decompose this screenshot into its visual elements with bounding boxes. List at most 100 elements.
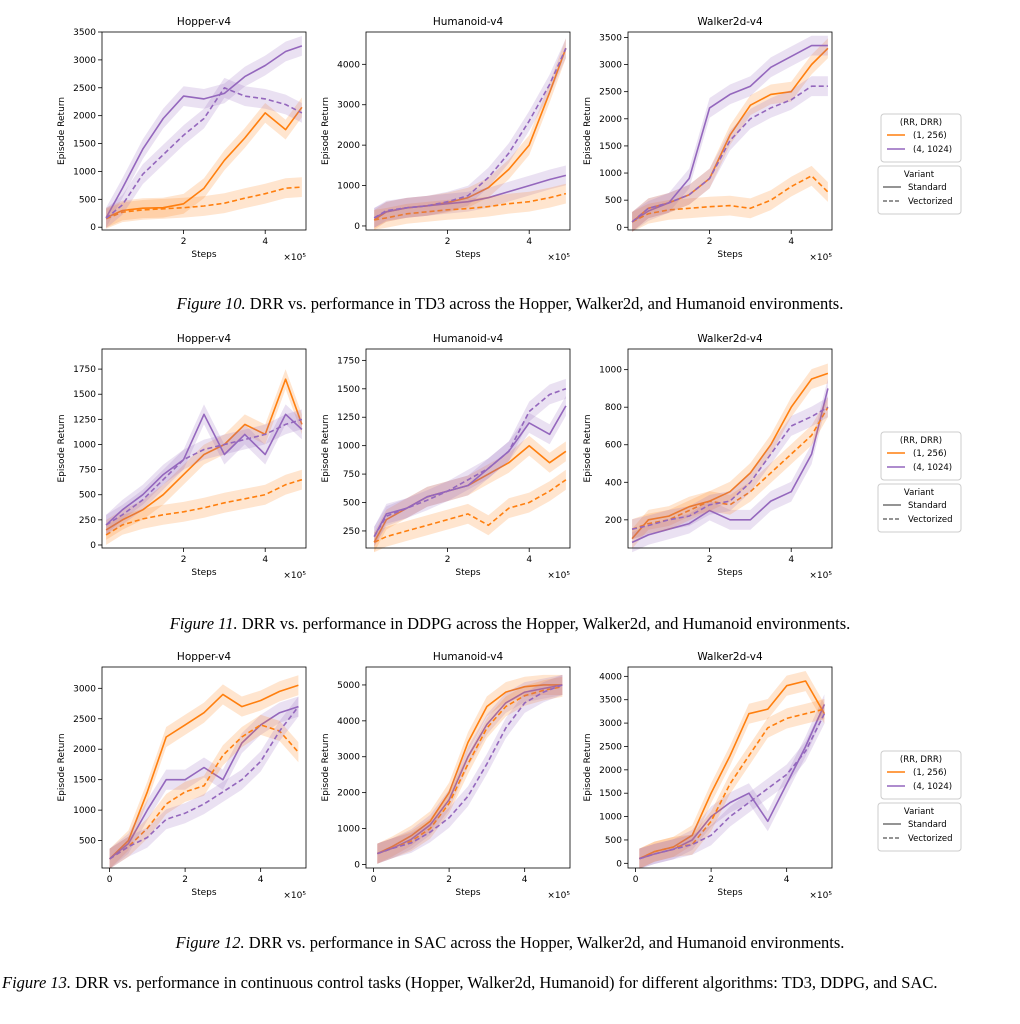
legend-title: Variant: [904, 807, 935, 817]
x-offset-label: ×10⁵: [547, 891, 570, 901]
y-axis-label: Episode Return: [321, 414, 331, 482]
series-line: [109, 684, 299, 860]
y-tick-label: 3500: [599, 33, 622, 43]
x-offset-label: ×10⁵: [283, 571, 306, 581]
series-line: [109, 705, 299, 860]
x-tick-label: 2: [181, 237, 187, 247]
legend-label: Standard: [908, 501, 947, 511]
series-line: [377, 684, 563, 855]
confidence-band: [374, 435, 566, 553]
y-tick-label: 200: [605, 516, 622, 526]
legend-title: Variant: [904, 170, 935, 180]
y-tick-label: 3000: [73, 56, 96, 66]
x-axis-label: Steps: [717, 250, 742, 260]
y-tick-label: 3000: [73, 684, 96, 694]
series-line: [105, 478, 303, 536]
plot-frame: [365, 348, 571, 549]
y-axis-label: Episode Return: [57, 733, 67, 801]
y-tick-label: 4000: [337, 60, 360, 70]
y-tick-label: 2000: [599, 766, 622, 776]
plot-frame: [101, 348, 307, 549]
x-axis-label: Steps: [455, 888, 480, 898]
chart-title: Humanoid-v4: [433, 651, 504, 663]
legend-box: [877, 802, 962, 852]
x-tick-label: 2: [707, 237, 713, 247]
x-tick-label: 2: [181, 555, 187, 565]
confidence-band: [374, 395, 566, 547]
y-tick-label: 3000: [337, 101, 360, 111]
y-tick-label: 1000: [337, 825, 360, 835]
confidence-band: [109, 696, 299, 869]
legend-title: (RR, DRR): [900, 755, 942, 765]
caption-label: Figure 13.: [2, 973, 72, 992]
confidence-band: [374, 469, 566, 553]
confidence-band: [109, 696, 299, 869]
series-line: [373, 479, 567, 544]
confidence-band: [106, 404, 302, 535]
legend-label: Standard: [908, 820, 947, 830]
confidence-band: [377, 674, 563, 864]
y-tick-label: 1000: [337, 182, 360, 192]
y-tick-label: 500: [343, 499, 360, 509]
y-tick-label: 750: [79, 466, 96, 476]
series-line: [373, 47, 567, 219]
series-line: [105, 186, 302, 220]
chart-panel: 0 2 4 0 500 1000 1500 2000 2500 3000 3500 4000 Walke…: [583, 651, 833, 901]
chart-title: Walker2d-v4: [697, 16, 763, 28]
plot-frame: [627, 31, 833, 231]
series-line: [376, 684, 563, 855]
x-offset-label: ×10⁵: [547, 253, 570, 263]
x-axis-label: Steps: [455, 250, 480, 260]
confidence-band: [639, 671, 825, 869]
confidence-band: [632, 363, 828, 549]
confidence-band: [377, 674, 563, 864]
chart-panel: 0 2 4 500 1000 1500 2000 2500 3000 Hopper-v4 Steps…: [57, 651, 307, 901]
y-tick-label: 2500: [599, 88, 622, 98]
chart-panel: 2 4 0 1000 2000 3000 4000 Humanoid-v4 Steps ×10⁵ E…: [321, 16, 571, 263]
y-tick-label: 500: [605, 196, 622, 206]
x-tick-label: 4: [788, 237, 794, 247]
x-axis-label: Steps: [455, 568, 480, 578]
y-tick-label: 4000: [337, 717, 360, 727]
legend: (RR, DRR) (1, 256) (4, 1024) Variant Standar…: [877, 113, 962, 215]
caption-text: DRR vs. performance in TD3 across the Ho…: [245, 294, 844, 313]
caption-text: DRR vs. performance in SAC across the Ho…: [244, 933, 845, 952]
legend-title: Variant: [904, 488, 935, 498]
caption-label: Figure 12.: [175, 933, 245, 952]
confidence-band: [106, 409, 302, 535]
y-tick-label: 4000: [599, 672, 622, 682]
x-offset-label: ×10⁵: [283, 891, 306, 901]
y-tick-label: 2000: [599, 115, 622, 125]
caption-label: Figure 11.: [169, 614, 238, 633]
y-tick-label: 0: [354, 860, 360, 870]
x-offset-label: ×10⁵: [809, 571, 832, 581]
confidence-band: [106, 177, 302, 229]
plot-frame: [627, 348, 833, 549]
confidence-band: [632, 76, 828, 232]
x-tick-label: 2: [182, 875, 188, 885]
y-tick-label: 1500: [599, 789, 622, 799]
legend-box: [880, 113, 962, 163]
legend-label: (4, 1024): [913, 145, 952, 155]
x-axis-label: Steps: [717, 568, 742, 578]
x-tick-label: 2: [446, 875, 452, 885]
legend-label: (1, 256): [913, 131, 947, 141]
y-tick-label: 2500: [73, 84, 96, 94]
y-tick-label: 1000: [73, 440, 96, 450]
x-axis-label: Steps: [191, 568, 216, 578]
chart-panel: 0 2 4 0 1000 2000 3000 4000 5000 Humanoid-v4 Steps…: [321, 651, 571, 901]
x-tick-label: 0: [107, 875, 113, 885]
series-line: [105, 106, 303, 219]
series-line: [631, 372, 829, 540]
y-tick-label: 0: [90, 223, 96, 233]
plot-frame: [627, 666, 833, 869]
chart-title: Walker2d-v4: [697, 333, 763, 345]
x-tick-label: 4: [262, 555, 268, 565]
y-tick-label: 1000: [599, 169, 622, 179]
chart-panel: 2 4 0 500 1000 1500 2000 2500 3000 3500 Walker2d-v…: [583, 16, 833, 263]
x-tick-label: 4: [262, 237, 268, 247]
chart-title: Walker2d-v4: [697, 651, 763, 663]
chart-panel: 2 4 0 500 1000 1500 2000 2500 3000 3500 Hopper-v4 S…: [57, 16, 307, 263]
x-tick-label: 2: [708, 875, 714, 885]
